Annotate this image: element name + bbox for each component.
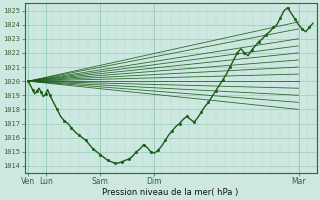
X-axis label: Pression niveau de la mer( hPa ): Pression niveau de la mer( hPa ) bbox=[102, 188, 239, 197]
